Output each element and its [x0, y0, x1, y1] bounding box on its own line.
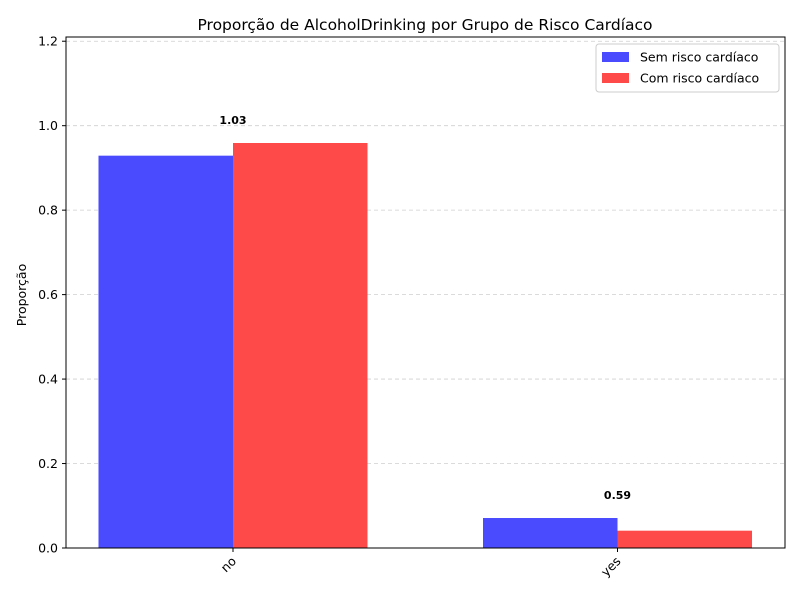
bars: [98, 143, 752, 549]
annotation-label: 0.59: [604, 489, 631, 502]
legend-swatch: [602, 52, 629, 62]
y-axis: 0.0 0.2 0.4 0.6 0.8 1.0 1.2: [38, 34, 66, 556]
y-tick-label: 0.6: [38, 287, 58, 302]
legend-box: [595, 43, 780, 93]
y-tick-label: 0.4: [38, 372, 58, 387]
y-axis-label: Proporção: [14, 264, 29, 326]
y-tick-label: 1.2: [38, 34, 58, 49]
legend-entry-label[interactable]: Com risco cardíaco: [640, 71, 759, 86]
y-tick-label: 0.2: [38, 456, 58, 471]
bar-yes-series-2: [617, 530, 752, 548]
bar-yes-series-1: [483, 518, 618, 548]
y-tick-label: 1.0: [38, 118, 58, 133]
annotations: 1.03 0.59: [219, 114, 631, 502]
legend[interactable]: Sem risco cardíaco Com risco cardíaco: [595, 43, 780, 93]
y-tick-label: 0.0: [38, 541, 58, 556]
y-tick-label: 0.8: [38, 203, 58, 218]
x-tick-label: no: [217, 554, 239, 576]
legend-entry-label[interactable]: Sem risco cardíaco: [640, 50, 758, 65]
x-axis: no yes: [217, 548, 624, 580]
x-tick-label: yes: [598, 554, 624, 580]
bar-no-series-1: [98, 155, 233, 549]
annotation-label: 1.03: [219, 114, 246, 127]
chart-title: Proporção de AlcoholDrinking por Grupo d…: [197, 16, 652, 34]
bar-no-series-2: [233, 143, 368, 548]
legend-swatch: [602, 73, 629, 83]
plot-frame: [65, 36, 786, 549]
